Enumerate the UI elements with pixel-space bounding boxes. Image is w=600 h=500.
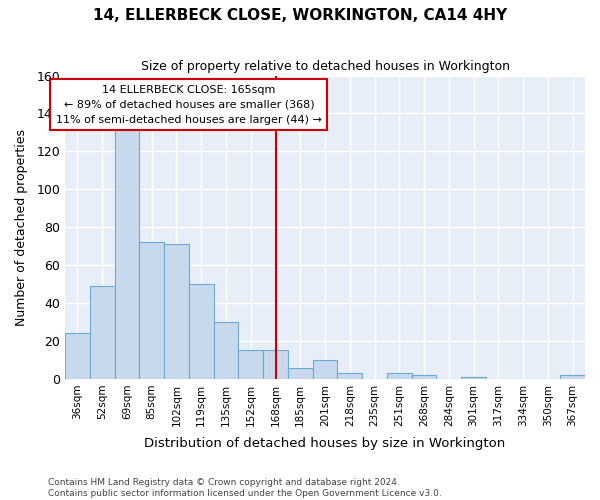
- Bar: [337, 373, 362, 379]
- Bar: [90, 286, 115, 379]
- X-axis label: Distribution of detached houses by size in Workington: Distribution of detached houses by size …: [145, 437, 506, 450]
- Bar: [387, 373, 412, 379]
- Bar: [139, 242, 164, 379]
- Text: 14 ELLERBECK CLOSE: 165sqm
← 89% of detached houses are smaller (368)
11% of sem: 14 ELLERBECK CLOSE: 165sqm ← 89% of deta…: [56, 85, 322, 124]
- Bar: [461, 377, 486, 379]
- Bar: [214, 322, 238, 379]
- Bar: [115, 126, 139, 379]
- Text: 14, ELLERBECK CLOSE, WORKINGTON, CA14 4HY: 14, ELLERBECK CLOSE, WORKINGTON, CA14 4H…: [93, 8, 507, 22]
- Bar: [189, 284, 214, 379]
- Bar: [164, 244, 189, 379]
- Bar: [412, 375, 436, 379]
- Y-axis label: Number of detached properties: Number of detached properties: [15, 128, 28, 326]
- Bar: [560, 375, 585, 379]
- Bar: [263, 350, 288, 379]
- Title: Size of property relative to detached houses in Workington: Size of property relative to detached ho…: [140, 60, 509, 73]
- Bar: [313, 360, 337, 379]
- Text: Contains HM Land Registry data © Crown copyright and database right 2024.
Contai: Contains HM Land Registry data © Crown c…: [48, 478, 442, 498]
- Bar: [65, 334, 90, 379]
- Bar: [288, 368, 313, 379]
- Bar: [238, 350, 263, 379]
